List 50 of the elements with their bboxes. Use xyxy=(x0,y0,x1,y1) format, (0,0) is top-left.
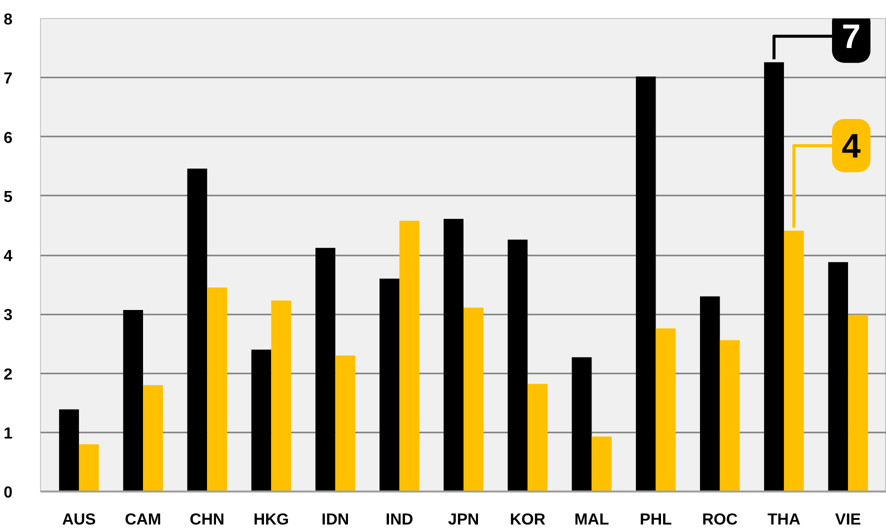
x-tick-label: MAL xyxy=(574,512,610,528)
bar xyxy=(78,444,99,492)
bar xyxy=(444,218,464,492)
bar xyxy=(528,384,548,492)
y-tick-label: 4 xyxy=(4,248,13,265)
y-tick-label: 5 xyxy=(4,188,13,206)
y-tick-label: 7 xyxy=(4,70,13,88)
bar xyxy=(720,340,740,492)
y-tick-label: 6 xyxy=(4,130,13,147)
bar xyxy=(572,357,592,492)
bar xyxy=(335,356,356,492)
bar xyxy=(508,240,528,492)
x-tick-label: CHN xyxy=(190,512,224,528)
bar xyxy=(399,220,420,492)
y-tick-label: 8 xyxy=(4,12,13,28)
bar xyxy=(380,278,400,492)
bar xyxy=(187,168,208,492)
bar xyxy=(828,262,848,492)
x-tick-label: HKG xyxy=(253,512,290,528)
annotation: 4 xyxy=(842,128,861,166)
annotation: 7 xyxy=(842,18,861,56)
x-tick-label: THA xyxy=(768,512,801,528)
x-tick-label: IDN xyxy=(322,512,350,528)
y-tick-label: 1 xyxy=(4,425,13,442)
bar xyxy=(592,436,612,492)
x-tick-label: VIE xyxy=(835,512,862,528)
bar xyxy=(636,76,656,492)
bar xyxy=(700,296,720,492)
bar xyxy=(143,385,163,492)
bar xyxy=(848,314,868,492)
x-tick-label: PHL xyxy=(640,512,672,528)
y-tick-label: 0 xyxy=(4,484,13,502)
bar xyxy=(784,230,804,492)
bar xyxy=(123,310,144,492)
bar xyxy=(464,308,484,492)
y-tick-label: 2 xyxy=(4,366,13,384)
bar xyxy=(764,62,784,492)
bar xyxy=(656,328,676,492)
bar xyxy=(207,288,228,492)
x-tick-label: ROC xyxy=(702,512,738,528)
x-tick-label: IND xyxy=(386,512,414,528)
x-tick-label: AUS xyxy=(62,512,96,528)
x-tick-label: CAM xyxy=(124,512,162,528)
bar xyxy=(271,300,292,492)
x-tick-label: JPN xyxy=(448,512,480,528)
x-tick-label: KOR xyxy=(510,512,546,528)
bar xyxy=(59,409,79,492)
bar xyxy=(251,350,272,492)
bar xyxy=(315,248,336,492)
y-tick-label: 3 xyxy=(4,307,13,324)
